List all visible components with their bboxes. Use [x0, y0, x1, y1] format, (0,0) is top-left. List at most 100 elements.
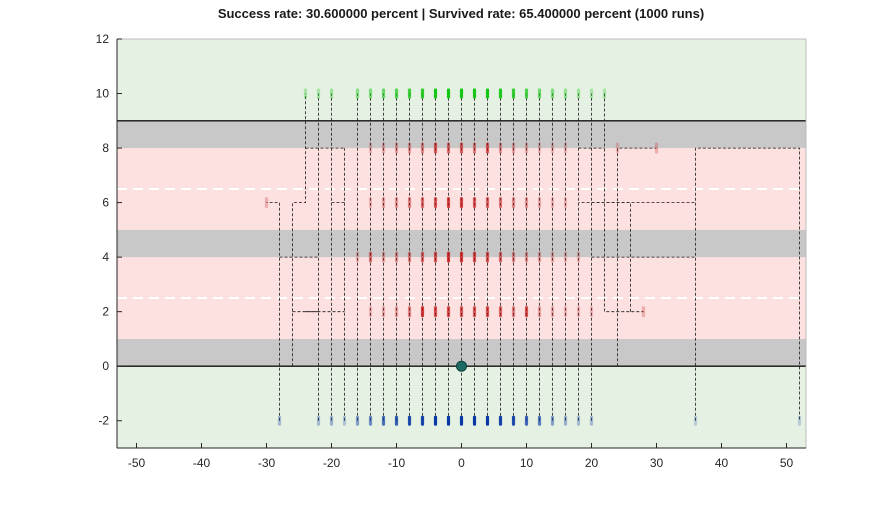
goal-positions-mark: [524, 88, 529, 99]
trajectory-path: [695, 147, 800, 421]
goal-positions-mark: [576, 88, 581, 99]
y-tick-label: 4: [102, 250, 109, 264]
collisions-mark: [524, 306, 529, 318]
collisions-mark: [511, 306, 516, 318]
collisions-mark: [485, 251, 490, 263]
collisions-mark: [446, 197, 451, 209]
collisions-mark: [550, 142, 555, 154]
goal-positions-mark: [420, 88, 425, 99]
collisions-mark: [537, 251, 542, 263]
goal-positions-mark: [498, 88, 503, 99]
collisions-mark: [563, 142, 568, 154]
y-tick-label: 10: [96, 87, 110, 101]
x-tick-label: 40: [715, 456, 729, 470]
collisions-mark: [563, 251, 568, 263]
collisions-mark: [537, 306, 542, 318]
start-positions-mark: [797, 415, 802, 426]
collisions-mark: [420, 142, 425, 154]
collisions-mark: [433, 306, 438, 318]
goal-positions-mark: [368, 88, 373, 99]
collisions-mark: [407, 306, 412, 318]
goal-positions-mark: [537, 88, 542, 99]
collisions-mark: [524, 142, 529, 154]
collisions-mark: [381, 197, 386, 209]
start-positions-mark: [524, 415, 529, 426]
trajectory-path: [604, 93, 644, 313]
collisions-mark: [485, 142, 490, 154]
x-tick-label: 30: [650, 456, 664, 470]
collisions-mark: [472, 251, 477, 263]
collisions-mark: [498, 142, 503, 154]
x-tick-label: 0: [458, 456, 465, 470]
collisions-mark: [524, 251, 529, 263]
goal-positions-mark: [550, 88, 555, 99]
goal-positions-mark: [472, 88, 477, 99]
start-positions-mark: [381, 415, 386, 426]
collisions-mark: [654, 142, 659, 154]
start-point: [456, 360, 467, 372]
collisions-mark: [589, 306, 594, 318]
collisions-mark: [368, 197, 373, 209]
collisions-mark: [381, 142, 386, 154]
start-positions-mark: [589, 415, 594, 426]
collisions-mark: [537, 197, 542, 209]
collisions-mark: [576, 306, 581, 318]
goal-positions-mark: [329, 88, 334, 99]
collisions-mark: [472, 142, 477, 154]
collisions-mark: [511, 251, 516, 263]
collisions-mark: [641, 306, 646, 318]
collisions-mark: [420, 251, 425, 263]
start-positions-mark: [329, 415, 334, 426]
goal-positions-mark: [446, 88, 451, 99]
goal-positions-mark: [433, 88, 438, 99]
start-positions-mark: [550, 415, 555, 426]
y-tick-label: 0: [102, 359, 109, 373]
collisions-mark: [472, 197, 477, 209]
start-positions-mark: [433, 415, 438, 426]
collisions-mark: [485, 306, 490, 318]
x-tick-label: -10: [388, 456, 406, 470]
start-positions-mark: [563, 415, 568, 426]
goal-positions-mark: [303, 88, 308, 99]
collisions-mark: [615, 142, 620, 154]
start-positions-mark: [368, 415, 373, 426]
collisions-mark: [537, 142, 542, 154]
collisions-mark: [394, 251, 399, 263]
goal-positions-mark: [511, 88, 516, 99]
collisions-mark: [563, 197, 568, 209]
x-tick-label: -20: [323, 456, 341, 470]
collisions-mark: [498, 251, 503, 263]
goal-positions-mark: [589, 88, 594, 99]
goal-positions-mark: [485, 88, 490, 99]
collisions-mark: [472, 306, 477, 318]
collisions-mark: [433, 197, 438, 209]
start-positions-mark: [277, 415, 282, 426]
collisions-mark: [381, 306, 386, 318]
axes: [116, 38, 807, 449]
start-positions-mark: [316, 415, 321, 426]
collisions-mark: [420, 306, 425, 318]
x-tick-label: -40: [193, 456, 211, 470]
collisions-mark: [420, 197, 425, 209]
goal-positions-mark: [381, 88, 386, 99]
start-positions-mark: [511, 415, 516, 426]
collisions-mark: [446, 306, 451, 318]
goal-positions-mark: [394, 88, 399, 99]
goal-positions-mark: [602, 88, 607, 99]
x-tick-label: 20: [585, 456, 599, 470]
collisions-mark: [433, 142, 438, 154]
goal-positions-mark: [459, 88, 464, 99]
y-tick-label: -2: [98, 414, 109, 428]
collisions-mark: [407, 142, 412, 154]
start-positions-mark: [485, 415, 490, 426]
collisions-mark: [264, 197, 269, 209]
collisions-mark: [524, 197, 529, 209]
collisions-mark: [355, 251, 360, 263]
start-positions-mark: [576, 415, 581, 426]
collisions-mark: [407, 197, 412, 209]
collisions-mark: [563, 306, 568, 318]
start-positions-mark: [693, 415, 698, 426]
trajectory-path: [578, 202, 631, 312]
